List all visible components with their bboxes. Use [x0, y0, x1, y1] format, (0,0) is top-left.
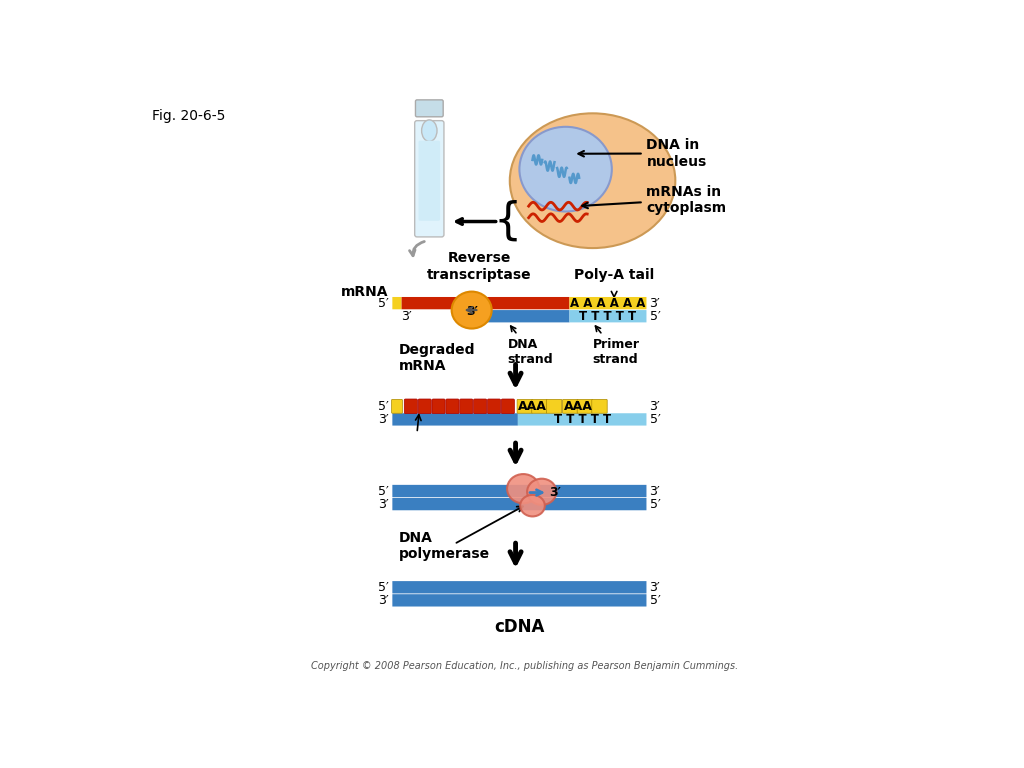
FancyBboxPatch shape [517, 399, 532, 413]
Text: Reverse
transcriptase: Reverse transcriptase [427, 251, 531, 282]
FancyBboxPatch shape [518, 413, 646, 425]
Text: 3′: 3′ [649, 485, 660, 498]
Text: 3′: 3′ [649, 400, 660, 413]
Text: Primer
strand: Primer strand [593, 326, 640, 366]
Text: 3′: 3′ [550, 486, 561, 499]
Text: {: { [494, 200, 522, 243]
Ellipse shape [507, 474, 540, 503]
Text: 5′: 5′ [378, 485, 388, 498]
FancyBboxPatch shape [416, 100, 443, 117]
FancyBboxPatch shape [473, 399, 486, 414]
Text: Copyright © 2008 Pearson Education, Inc., publishing as Pearson Benjamin Cumming: Copyright © 2008 Pearson Education, Inc.… [311, 661, 738, 671]
Text: T T T T T: T T T T T [580, 310, 637, 323]
FancyBboxPatch shape [487, 399, 501, 414]
Ellipse shape [422, 120, 437, 141]
FancyBboxPatch shape [460, 399, 473, 414]
Text: DNA
strand: DNA strand [508, 326, 554, 366]
Text: 5′: 5′ [649, 310, 660, 323]
FancyBboxPatch shape [569, 297, 646, 310]
FancyBboxPatch shape [392, 485, 646, 497]
Text: 5′: 5′ [378, 400, 388, 413]
Text: mRNAs in
cytoplasm: mRNAs in cytoplasm [583, 184, 727, 215]
Text: A A A A A A: A A A A A A [570, 296, 646, 310]
Text: DNA
polymerase: DNA polymerase [398, 531, 489, 561]
Ellipse shape [452, 292, 492, 329]
Text: 5′: 5′ [378, 581, 388, 594]
FancyBboxPatch shape [502, 399, 514, 414]
Ellipse shape [510, 114, 676, 248]
FancyBboxPatch shape [404, 399, 418, 414]
Text: 3′: 3′ [378, 594, 388, 607]
FancyBboxPatch shape [578, 399, 593, 413]
FancyBboxPatch shape [392, 498, 646, 510]
Ellipse shape [519, 127, 611, 211]
Text: 3′: 3′ [400, 310, 412, 323]
Text: Poly-A tail: Poly-A tail [574, 267, 654, 282]
FancyBboxPatch shape [432, 399, 445, 414]
FancyBboxPatch shape [415, 121, 444, 237]
Text: Fig. 20-6-5: Fig. 20-6-5 [153, 109, 225, 123]
Text: mRNA: mRNA [341, 286, 388, 300]
Text: 5′: 5′ [649, 594, 660, 607]
FancyBboxPatch shape [392, 413, 518, 425]
FancyBboxPatch shape [392, 297, 401, 310]
FancyBboxPatch shape [569, 310, 646, 323]
FancyBboxPatch shape [531, 399, 547, 413]
FancyBboxPatch shape [401, 297, 569, 310]
FancyBboxPatch shape [419, 141, 440, 220]
Text: 3′: 3′ [649, 581, 660, 594]
Text: 3′: 3′ [378, 413, 388, 426]
Text: 3′: 3′ [466, 305, 477, 318]
Text: cDNA: cDNA [495, 618, 545, 636]
FancyBboxPatch shape [592, 399, 607, 413]
Text: AAA: AAA [518, 400, 547, 413]
Ellipse shape [527, 478, 556, 505]
Text: Degraded
mRNA: Degraded mRNA [398, 343, 475, 373]
Text: 3′: 3′ [378, 498, 388, 511]
FancyBboxPatch shape [418, 399, 431, 414]
FancyBboxPatch shape [391, 399, 402, 413]
Text: AAA: AAA [563, 400, 592, 413]
Text: 5′: 5′ [649, 413, 660, 426]
Text: DNA in
nucleus: DNA in nucleus [579, 138, 707, 168]
Text: 5′: 5′ [378, 296, 388, 310]
Text: 5′: 5′ [649, 498, 660, 511]
FancyBboxPatch shape [392, 594, 646, 607]
Ellipse shape [520, 495, 545, 516]
FancyBboxPatch shape [562, 399, 578, 413]
Text: T T T T T: T T T T T [554, 413, 610, 426]
FancyBboxPatch shape [392, 581, 646, 594]
FancyBboxPatch shape [445, 399, 459, 414]
FancyBboxPatch shape [547, 399, 562, 413]
FancyBboxPatch shape [462, 310, 569, 323]
Text: 3′: 3′ [649, 296, 660, 310]
